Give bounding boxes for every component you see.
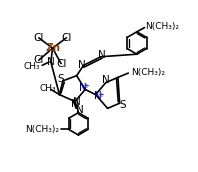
Text: N: N <box>98 50 106 60</box>
Text: N: N <box>73 97 81 107</box>
Text: N(CH₃)₂: N(CH₃)₂ <box>146 22 179 31</box>
Text: N: N <box>79 83 87 93</box>
Text: N: N <box>76 105 83 115</box>
Text: N(CH₃)₂: N(CH₃)₂ <box>131 68 165 77</box>
Text: S: S <box>119 100 126 110</box>
Text: N: N <box>78 60 85 69</box>
Text: CH₃: CH₃ <box>40 84 57 93</box>
Text: Cl: Cl <box>34 55 44 65</box>
Text: N: N <box>102 76 110 85</box>
Text: Cl: Cl <box>34 33 44 43</box>
Text: N: N <box>47 57 55 67</box>
Text: S: S <box>57 74 64 84</box>
Text: +: + <box>83 83 89 89</box>
Text: Cl: Cl <box>61 33 71 43</box>
Text: Zn: Zn <box>45 43 60 53</box>
Text: Cl: Cl <box>56 59 66 69</box>
Text: +: + <box>99 92 105 98</box>
Text: N: N <box>94 91 102 101</box>
Text: CH₃: CH₃ <box>24 62 41 71</box>
Text: N(CH₃)₂: N(CH₃)₂ <box>25 125 59 134</box>
Text: N: N <box>71 99 79 109</box>
